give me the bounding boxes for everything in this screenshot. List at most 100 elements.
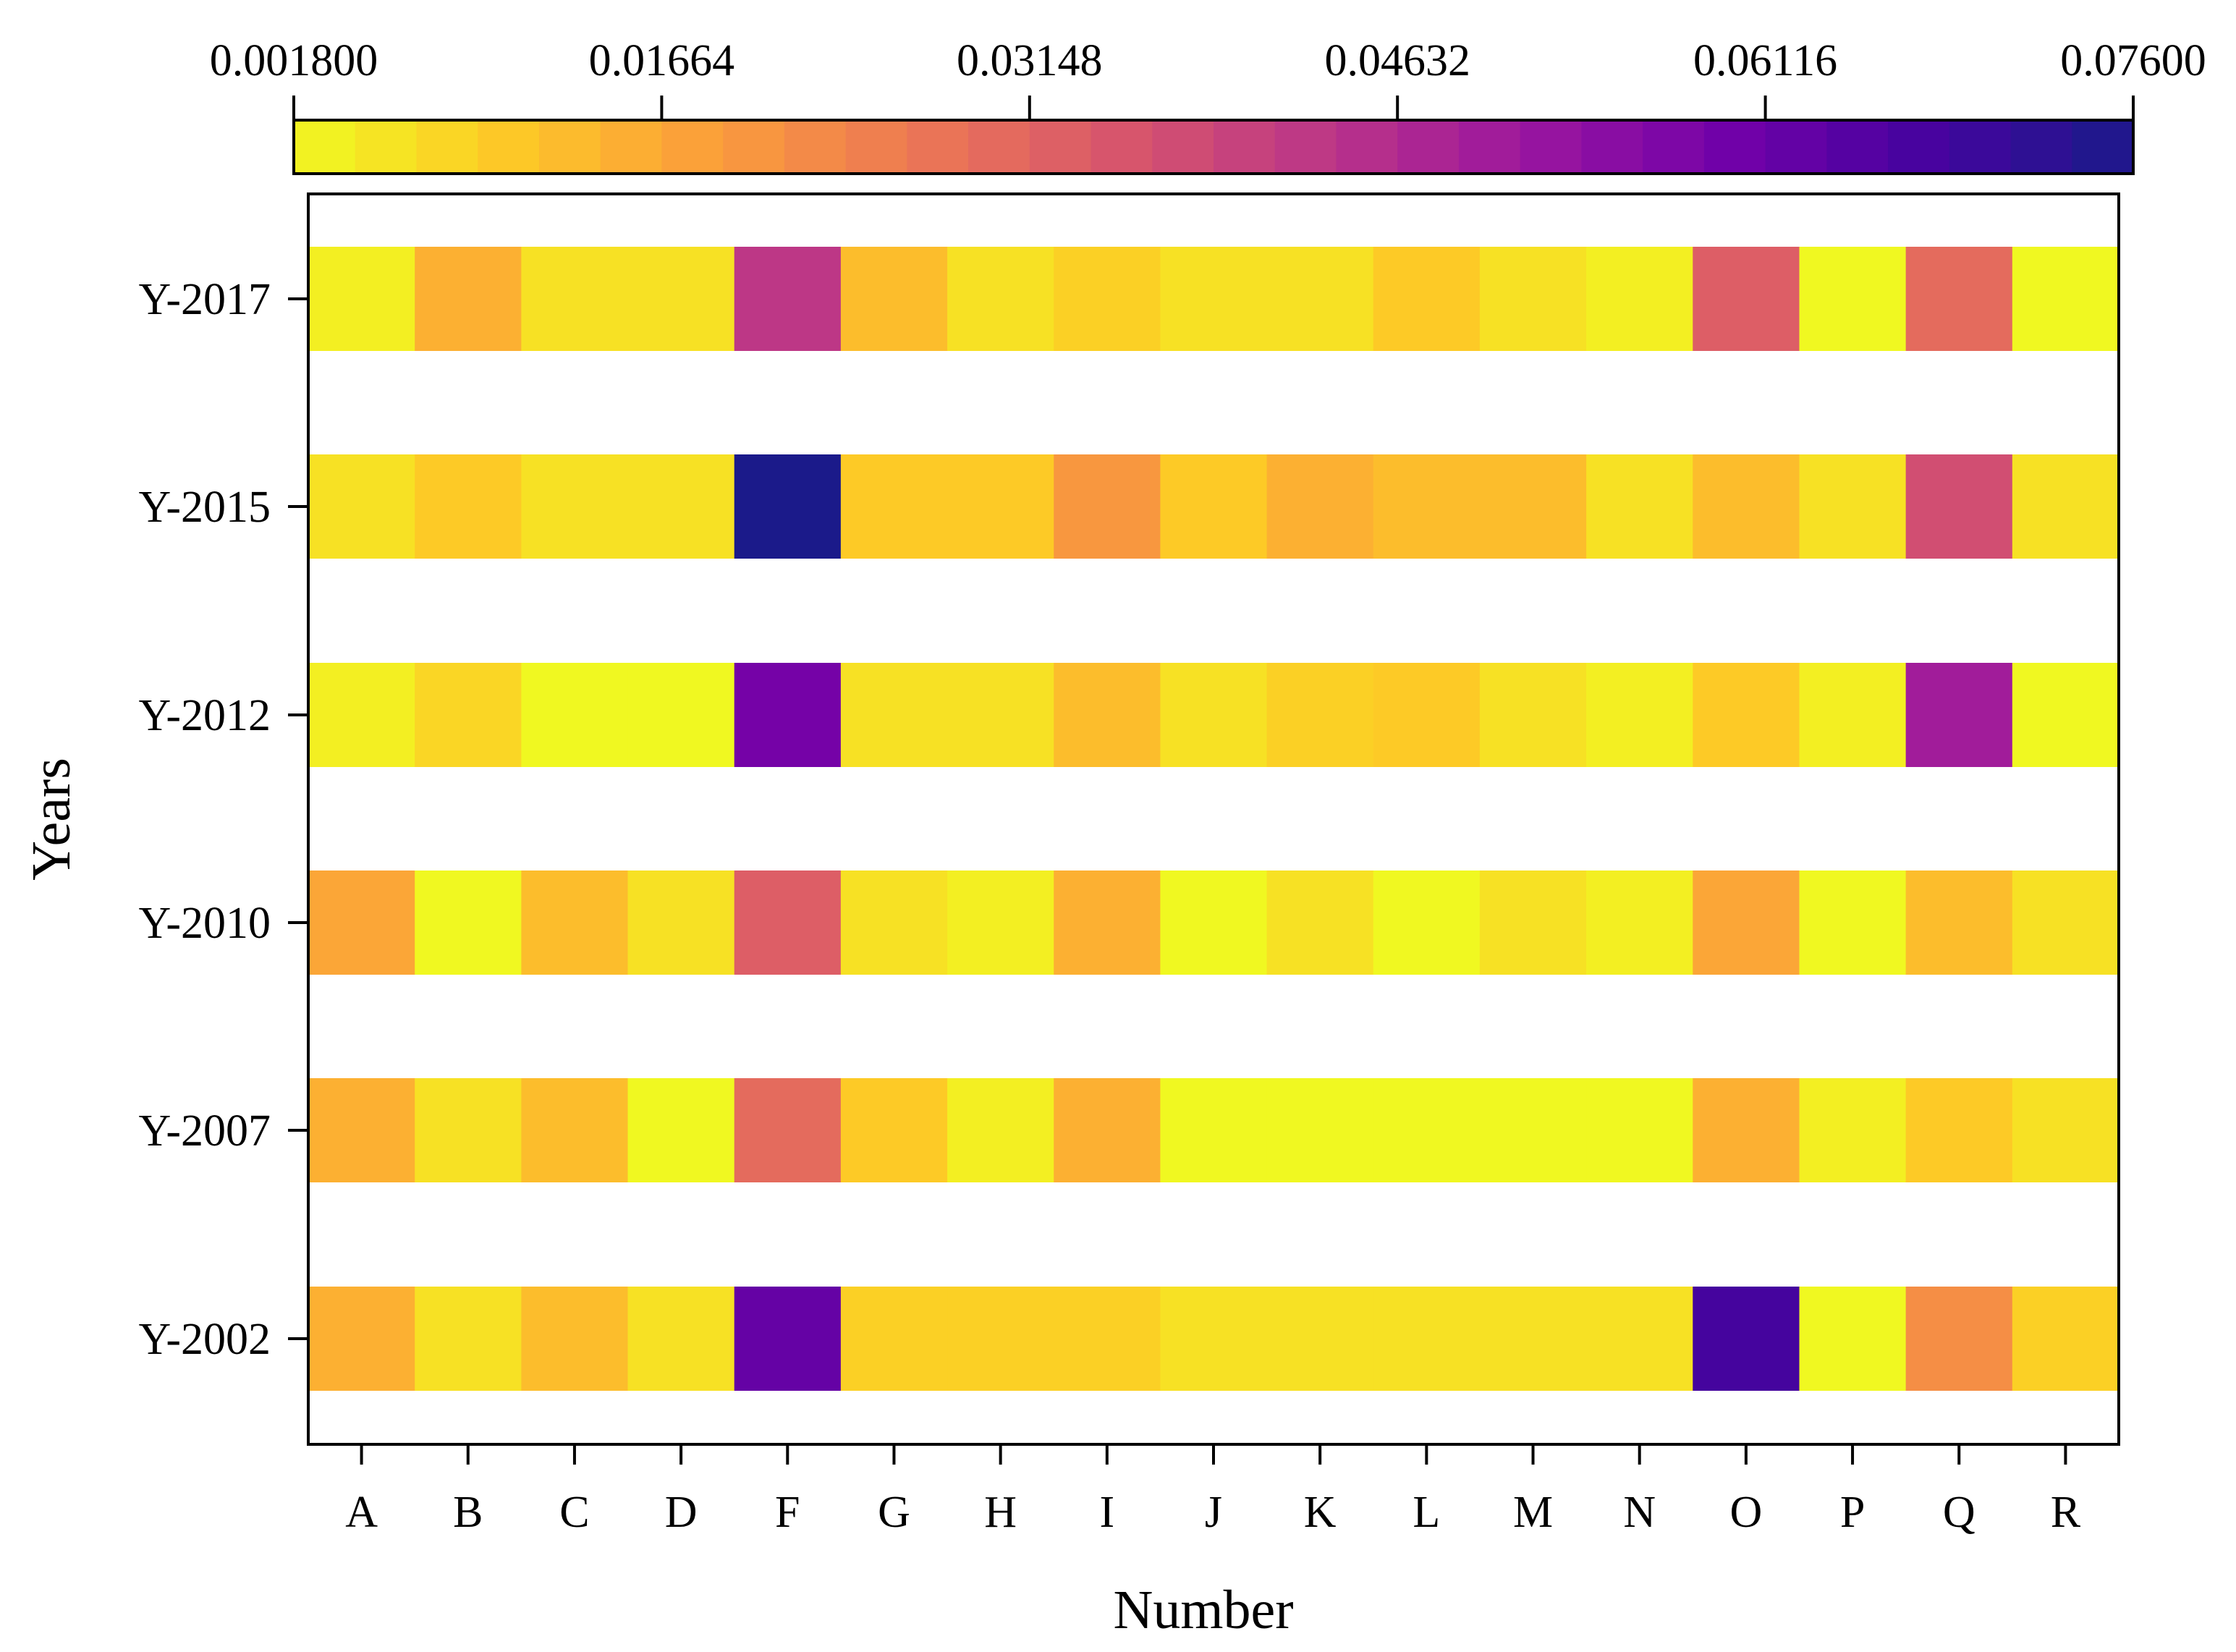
heatmap-cell — [1905, 1287, 2013, 1391]
heatmap-cell — [308, 1078, 415, 1182]
heatmap-cell — [1693, 247, 1800, 351]
heatmap-cell — [1373, 1287, 1481, 1391]
colorbar-bin — [1091, 120, 1153, 174]
colorbar-bin — [1643, 120, 1705, 174]
heatmap-cell — [308, 454, 415, 559]
colorbar-tick-label: 0.07600 — [2060, 36, 2206, 85]
y-tick-label: Y-2017 — [138, 275, 271, 324]
heatmap-cell — [1799, 247, 1907, 351]
heatmap-cells — [308, 247, 2119, 1391]
heatmap-cell — [947, 1078, 1054, 1182]
heatmap-cell — [627, 1078, 735, 1182]
x-tick-label: L — [1413, 1488, 1440, 1537]
colorbar-bin — [723, 120, 785, 174]
colorbar-bin — [416, 120, 478, 174]
heatmap-cell — [1479, 454, 1587, 559]
heatmap-cell — [627, 454, 735, 559]
heatmap-cell — [1586, 247, 1693, 351]
heatmap-cell — [1693, 1078, 1800, 1182]
heatmap-cell — [1266, 663, 1374, 767]
heatmap-cell — [1799, 663, 1907, 767]
heatmap-cell — [1905, 454, 2013, 559]
colorbar-bin — [355, 120, 418, 174]
colorbar-bin — [907, 120, 969, 174]
heatmap-cell — [840, 663, 948, 767]
colorbar-bin — [968, 120, 1030, 174]
colorbar-bin — [2010, 120, 2073, 174]
colorbar-bin — [1152, 120, 1214, 174]
x-tick-label: G — [878, 1488, 910, 1537]
heatmap-cell — [1266, 1078, 1374, 1182]
plot-frame — [307, 192, 2120, 1446]
heatmap-cell — [521, 1078, 629, 1182]
x-tick-label: N — [1623, 1488, 1656, 1537]
heatmap-cell — [840, 1078, 948, 1182]
heatmap-cell — [1373, 871, 1481, 975]
heatmap-cell — [415, 247, 522, 351]
heatmap-cell — [1799, 871, 1907, 975]
colorbar-bin — [1826, 120, 1889, 174]
y-tick-label: Y-2012 — [138, 691, 271, 740]
heatmap-cell — [734, 1287, 842, 1391]
heatmap-cell — [1586, 454, 1693, 559]
heatmap-cell — [734, 663, 842, 767]
heatmap-cell — [2012, 1078, 2119, 1182]
x-tick-label: R — [2051, 1488, 2081, 1537]
heatmap-cell — [1479, 247, 1587, 351]
heatmap-cell — [2012, 454, 2119, 559]
colorbar-bin — [2072, 120, 2134, 174]
heatmap-cell — [1586, 1287, 1693, 1391]
heatmap-cell — [415, 1287, 522, 1391]
heatmap-cell — [1373, 663, 1481, 767]
heatmap-cell — [1373, 1078, 1481, 1182]
heatmap-cell — [1160, 247, 1268, 351]
heatmap-cell — [415, 1078, 522, 1182]
heatmap-cell — [1905, 1078, 2013, 1182]
heatmap-cell — [734, 871, 842, 975]
heatmap-cell — [734, 454, 842, 559]
heatmap-cell — [1799, 1078, 1907, 1182]
heatmap-cell — [1799, 454, 1907, 559]
heatmap-cell — [947, 247, 1054, 351]
heatmap-cell — [1160, 1078, 1268, 1182]
heatmap-cell — [1054, 247, 1161, 351]
heatmap-cell — [415, 871, 522, 975]
heatmap-cell — [308, 871, 415, 975]
colorbar-tick-label: 0.001800 — [210, 36, 378, 85]
heatmap-cell — [521, 871, 629, 975]
x-tick-label: F — [775, 1488, 800, 1537]
y-axis-ticks: Y-2017 Y-2015 Y-2012 Y-2010 Y-2007 Y-2002 — [138, 275, 308, 1364]
heatmap-cell — [415, 454, 522, 559]
heatmap-cell — [1693, 663, 1800, 767]
heatmap-cell — [840, 871, 948, 975]
colorbar-bin — [1214, 120, 1276, 174]
heatmap-cell — [1905, 663, 2013, 767]
colorbar-bin — [1765, 120, 1828, 174]
heatmap-cell — [521, 247, 629, 351]
heatmap-cell — [1693, 871, 1800, 975]
heatmap-cell — [947, 663, 1054, 767]
heatmap-cell — [2012, 1287, 2119, 1391]
x-tick-label: A — [345, 1488, 378, 1537]
heatmap-cell — [1160, 1287, 1268, 1391]
heatmap-cell — [734, 247, 842, 351]
heatmap-cell — [627, 871, 735, 975]
heatmap-cell — [1160, 454, 1268, 559]
heatmap-cell — [1693, 1287, 1800, 1391]
heatmap-cell — [1266, 871, 1374, 975]
x-tick-label: O — [1729, 1488, 1762, 1537]
y-tick-label: Y-2015 — [138, 483, 271, 532]
x-tick-label: B — [453, 1488, 483, 1537]
x-tick-label: K — [1304, 1488, 1337, 1537]
heatmap-cell — [627, 247, 735, 351]
heatmap-cell — [2012, 871, 2119, 975]
y-tick-label: Y-2010 — [138, 899, 271, 948]
colorbar-bin — [1703, 120, 1766, 174]
heatmap-cell — [1905, 871, 2013, 975]
heatmap-cell — [1266, 454, 1374, 559]
heatmap-cell — [947, 1287, 1054, 1391]
colorbar-bin — [1029, 120, 1092, 174]
colorbar-frame — [292, 119, 2135, 175]
colorbar-ticks: 0.001800 0.01664 0.03148 0.04632 0.06116 0.07… — [210, 36, 2206, 120]
